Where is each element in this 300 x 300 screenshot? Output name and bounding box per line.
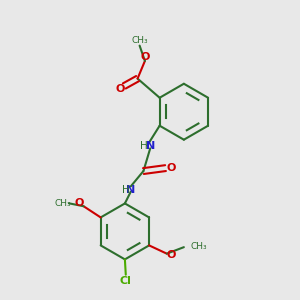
Text: O: O <box>115 84 124 94</box>
Text: Cl: Cl <box>120 276 132 286</box>
Text: N: N <box>126 184 135 195</box>
Text: N: N <box>146 141 155 151</box>
Text: H: H <box>122 184 129 195</box>
Text: H: H <box>140 141 147 151</box>
Text: O: O <box>167 250 176 260</box>
Text: CH₃: CH₃ <box>190 242 207 251</box>
Text: O: O <box>141 52 150 61</box>
Text: O: O <box>166 163 176 172</box>
Text: CH₃: CH₃ <box>54 199 71 208</box>
Text: O: O <box>75 198 84 208</box>
Text: CH₃: CH₃ <box>131 36 148 45</box>
